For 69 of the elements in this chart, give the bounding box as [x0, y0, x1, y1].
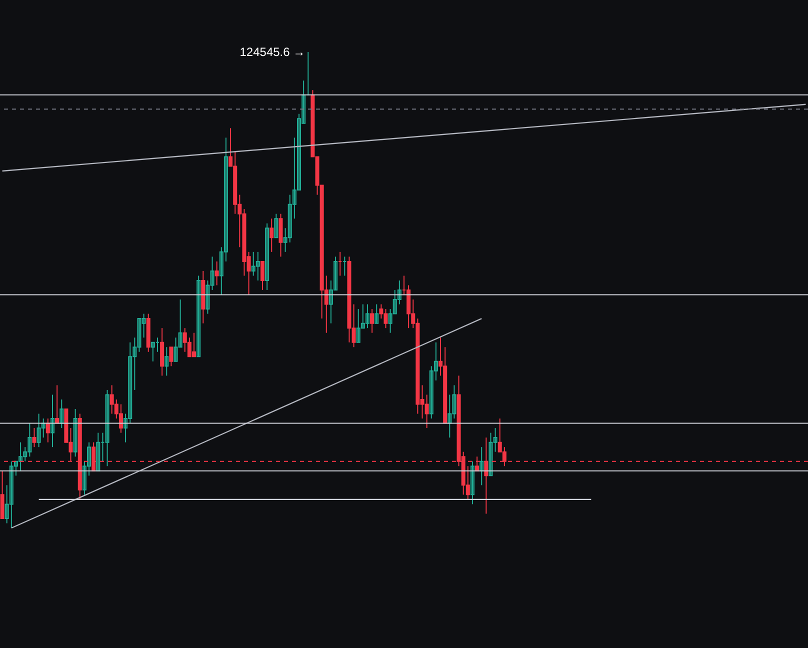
candlestick [87, 442, 92, 476]
candlestick [28, 422, 32, 458]
candlestick [365, 304, 370, 329]
annotation: 124545.6 → [240, 45, 306, 59]
candlestick [137, 318, 142, 352]
candlestick [214, 260, 219, 286]
candlestick [470, 460, 474, 505]
candlestick [206, 280, 210, 314]
candlestick [196, 275, 201, 358]
candlestick [424, 394, 429, 429]
candlestick [50, 394, 55, 448]
candlestick [334, 256, 338, 290]
candlestick [160, 328, 164, 376]
candlestick [55, 384, 60, 424]
candlestick [328, 280, 333, 324]
candlestick [429, 366, 434, 420]
candlestick [174, 337, 178, 362]
candlestick [452, 384, 456, 420]
candlestick [434, 342, 438, 381]
candlestick [169, 346, 174, 367]
candlestick [480, 446, 484, 486]
candlestick [150, 342, 155, 362]
candlestick [297, 113, 302, 191]
candlestick [493, 428, 498, 452]
candlestick [274, 213, 278, 238]
candlestick [302, 80, 306, 124]
candlestick [270, 218, 274, 252]
candlestick [448, 394, 452, 438]
candlestick [265, 222, 270, 290]
candlestick [32, 428, 36, 448]
candlestick [36, 413, 41, 448]
candlestick [388, 308, 392, 334]
candlestick [397, 280, 402, 305]
candlestick [219, 246, 224, 296]
candlestick [105, 389, 110, 467]
candlestick [488, 432, 493, 476]
candlestick [256, 251, 260, 281]
candlestick [292, 137, 296, 220]
candlestick [178, 299, 182, 348]
candlestick [210, 256, 214, 290]
candlestick [46, 418, 50, 443]
candlestick [142, 313, 146, 338]
candlestick [14, 460, 18, 476]
candlestick [370, 308, 374, 334]
candlestick [360, 304, 365, 329]
candlestick [288, 194, 292, 243]
candlestick [224, 137, 228, 262]
candlestick [132, 337, 137, 390]
candlestick [374, 304, 379, 324]
candlestick [278, 213, 283, 258]
candlestick [164, 346, 169, 376]
candlestick [0, 470, 4, 519]
candlestick [392, 290, 397, 314]
candlestick [283, 228, 288, 252]
candlestick [96, 432, 100, 472]
candlestick [260, 260, 264, 290]
candlestick [9, 460, 14, 528]
candlestick [128, 342, 132, 424]
candlestick [356, 308, 360, 343]
candlestick [73, 408, 78, 458]
candlestick [406, 284, 411, 329]
candlestick [118, 404, 123, 434]
candlestick [60, 398, 64, 429]
candlestick [251, 251, 256, 276]
candlestick [4, 484, 9, 524]
candlestick [124, 413, 128, 443]
candlestick [23, 446, 28, 462]
candlestick [82, 460, 86, 496]
candlestick [18, 442, 23, 472]
